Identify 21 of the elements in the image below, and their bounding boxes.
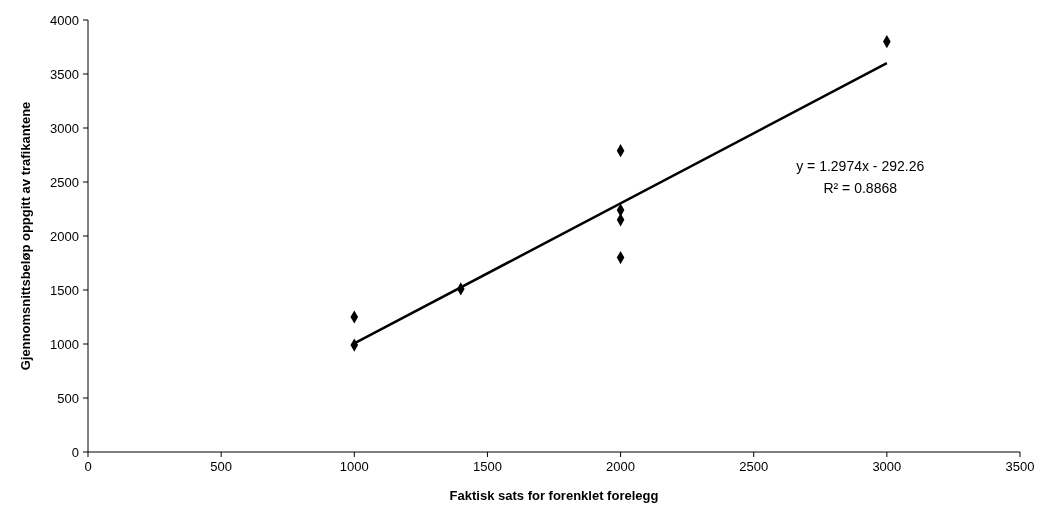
y-tick-label: 1000 bbox=[50, 336, 79, 352]
x-tick-label: 3000 bbox=[872, 459, 902, 474]
x-tick-label: 3500 bbox=[1005, 459, 1035, 474]
x-tick-label: 2500 bbox=[739, 459, 769, 474]
x-axis-title: Faktisk sats for forenklet forelegg bbox=[449, 488, 659, 503]
y-tick-label: 2000 bbox=[50, 228, 79, 244]
y-tick-label: 2500 bbox=[50, 174, 79, 190]
y-axis-title: Gjennomsnittsbeløp oppgitt av trafikantene bbox=[18, 101, 33, 371]
y-tick-label: 0 bbox=[71, 444, 79, 460]
y-tick-label: 1500 bbox=[50, 282, 79, 298]
y-tick-label: 4000 bbox=[50, 12, 79, 28]
x-tick-label: 1000 bbox=[339, 459, 369, 474]
annotation: y = 1.2974x - 292.26 bbox=[796, 158, 925, 175]
y-tick-label: 3000 bbox=[50, 120, 79, 136]
annotation: R² = 0.8868 bbox=[823, 180, 898, 197]
y-tick-label: 3500 bbox=[50, 66, 79, 82]
y-tick-label: 500 bbox=[57, 390, 79, 406]
x-tick-label: 2000 bbox=[606, 459, 636, 474]
x-tick-label: 1500 bbox=[472, 459, 502, 474]
x-tick-label: 500 bbox=[210, 459, 232, 474]
x-tick-label: 0 bbox=[84, 459, 92, 474]
